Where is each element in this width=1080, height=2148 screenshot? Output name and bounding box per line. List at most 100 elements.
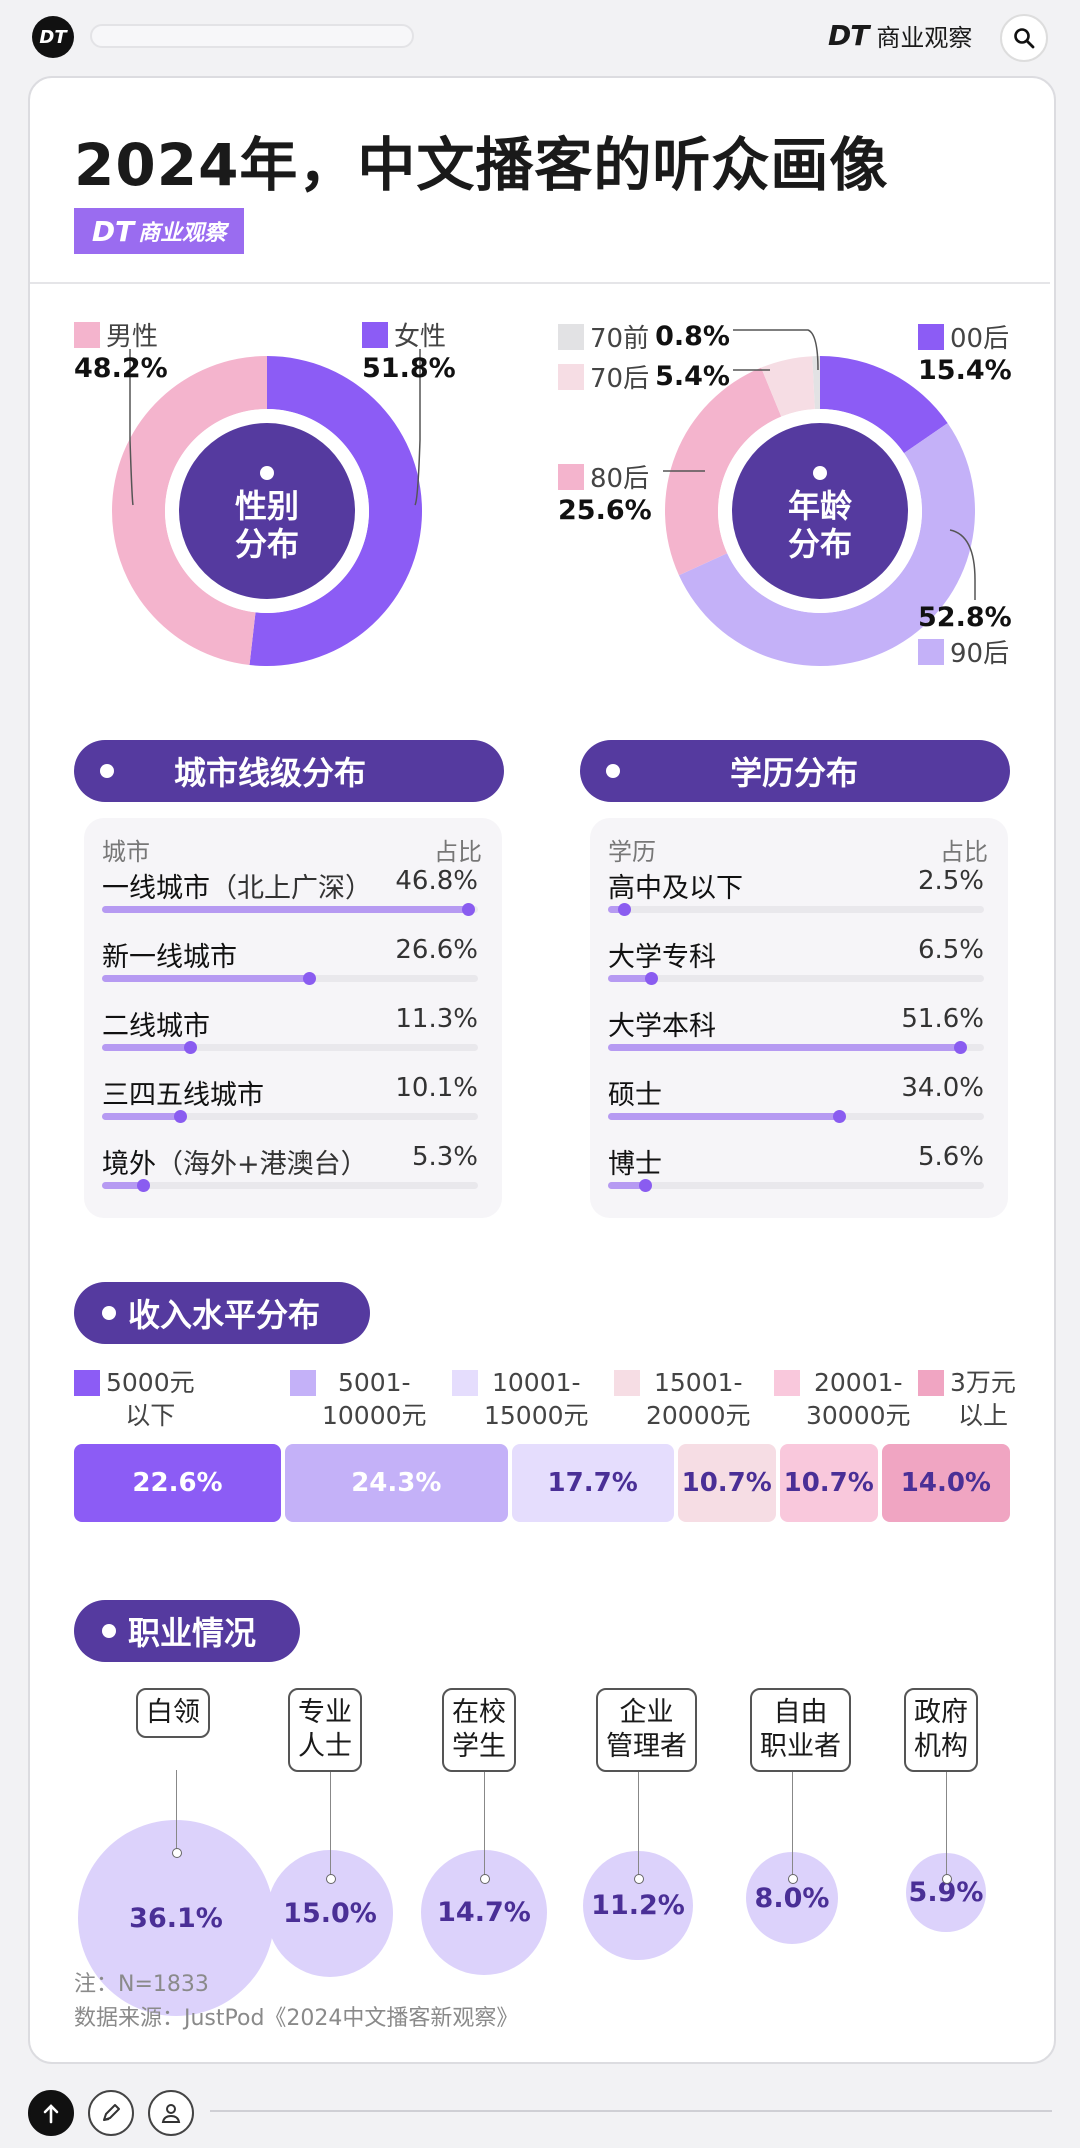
table-row: 二线城市 11.3% (102, 1004, 478, 1064)
bar-track (608, 1110, 984, 1123)
top-address-bar[interactable] (90, 24, 414, 48)
page-title: 2024年，中文播客的听众画像 (74, 131, 889, 199)
donut-title: 年龄 (788, 487, 852, 525)
bar-fill (608, 1110, 847, 1123)
brand-name: 商业观察 (876, 24, 973, 52)
education-header: 学历分布 (580, 740, 1010, 802)
source-note: 数据来源：JustPod《2024中文播客新观察》 (74, 2006, 519, 2031)
donut-title: 分布 (788, 525, 852, 563)
legend-swatch (290, 1370, 316, 1396)
dt-logo-badge: DT 商业观察 (74, 208, 244, 254)
value-label: 5.6% (917, 1142, 984, 1172)
legend-value: 15.4% (918, 355, 1012, 386)
income-segment: 14.0% (881, 1444, 1010, 1522)
leader-line (949, 529, 976, 600)
swatch-70hou (558, 363, 584, 390)
table-row: 大学本科 51.6% (608, 1004, 984, 1064)
value-label: 11.3% (395, 1004, 478, 1034)
donut-center (179, 423, 355, 599)
row-label: 境外（海外+港澳台） (102, 1142, 368, 1181)
occupation-bubble: 14.7% (421, 1850, 547, 1976)
category-label: 二线城市 (102, 1011, 210, 1042)
row-label: 一线城市（北上广深） (102, 866, 372, 905)
city-tier-panel: 城市 占比 一线城市（北上广深） 46.8% 新一线城市 26.6% 二线城市 11.3%… (84, 818, 502, 1218)
value-label: 26.6% (395, 935, 478, 965)
donut-slice (820, 356, 948, 454)
occupation-bubble: 5.9% (906, 1853, 986, 1933)
bar-track (608, 972, 984, 985)
legend-swatch (614, 1370, 640, 1396)
legend-label: 15001- 20000元 (646, 1368, 751, 1430)
table-row: 硕士 34.0% (608, 1073, 984, 1133)
user-icon (161, 2104, 181, 2123)
bullet-dot (606, 764, 620, 778)
table-row: 高中及以下 2.5% (608, 866, 984, 926)
bar-knob (174, 1110, 188, 1123)
bar-knob (953, 1041, 967, 1054)
income-legend-item: 5001- 10000元 (290, 1366, 427, 1432)
swatch-female (362, 321, 388, 348)
row-label: 二线城市 (102, 1004, 210, 1043)
top-bar: DT DT 商业观察 (0, 0, 1080, 70)
brand-top: DT 商业观察 (828, 18, 990, 53)
income-legend-item: 3万元 以上 (918, 1366, 1016, 1432)
legend-label: 70后 (590, 364, 650, 394)
income-segment: 10.7% (779, 1444, 878, 1522)
profile-button[interactable] (148, 2090, 194, 2136)
income-stacked-bar: 22.6% 24.3% 17.7% 10.7% 10.7% 14.0% (74, 1444, 1010, 1522)
donut-slice (665, 367, 782, 576)
legend-label: 3万元 以上 (950, 1368, 1016, 1430)
legend-label: 70前 (590, 324, 650, 354)
table-row: 三四五线城市 10.1% (102, 1073, 478, 1133)
value-label: 46.8% (395, 866, 478, 896)
occupation-label: 企业 管理者 (596, 1688, 697, 1772)
app-badge[interactable]: DT (32, 16, 74, 58)
category-label: 硕士 (608, 1080, 662, 1111)
education-panel: 学历 占比 高中及以下 2.5% 大学专科 6.5% 大学本科 51.6% 硕士 34.0% 博… (590, 818, 1008, 1218)
bubble-connector (792, 1770, 793, 1876)
legend-80hou: 80后 25.6% (558, 458, 652, 526)
connector-dot (634, 1874, 644, 1884)
income-segment: 10.7% (677, 1444, 776, 1522)
row-label: 硕士 (608, 1073, 662, 1112)
bullet-dot (102, 1306, 116, 1320)
bullet-dot (100, 764, 114, 778)
table-row: 境外（海外+港澳台） 5.3% (102, 1142, 478, 1202)
legend-swatch (774, 1370, 800, 1396)
edit-button[interactable] (88, 2090, 134, 2136)
legend-label: 00后 (950, 324, 1010, 354)
education-title: 学历分布 (730, 754, 859, 792)
income-segment: 17.7% (511, 1444, 674, 1522)
comment-line (210, 2110, 1052, 2112)
row-label: 博士 (608, 1142, 662, 1181)
bar-fill (102, 1110, 188, 1123)
legend-label: 男性 (106, 322, 159, 352)
row-label: 大学本科 (608, 1004, 716, 1043)
bar-knob (183, 1041, 197, 1054)
legend-label: 80后 (590, 464, 650, 494)
income-legend-item: 5000元 以下 (74, 1366, 195, 1432)
leader-line (733, 329, 819, 371)
row-label: 高中及以下 (608, 866, 743, 905)
category-label: 大学专科 (608, 942, 716, 973)
legend-label: 90后 (950, 639, 1010, 669)
legend-label: 5001- 10000元 (322, 1368, 427, 1430)
income-legend-item: 10001- 15000元 (452, 1366, 589, 1432)
category-label: 大学本科 (608, 1011, 716, 1042)
connector-dot (326, 1874, 336, 1884)
income-title: 收入水平分布 (128, 1296, 321, 1334)
bubble-connector (176, 1770, 177, 1850)
bubble-connector (638, 1770, 639, 1876)
upload-button[interactable] (28, 2090, 74, 2136)
category-label: 高中及以下 (608, 873, 743, 904)
occupation-bubble: 8.0% (745, 1852, 839, 1945)
connector-dot (942, 1874, 952, 1884)
bar-fill (102, 1041, 197, 1054)
search-button[interactable] (1000, 14, 1048, 62)
donut-slice (678, 423, 975, 666)
swatch-male (74, 321, 100, 348)
table-row: 博士 5.6% (608, 1142, 984, 1202)
occupation-label: 自由 职业者 (750, 1688, 851, 1772)
donut-slice (249, 356, 422, 666)
